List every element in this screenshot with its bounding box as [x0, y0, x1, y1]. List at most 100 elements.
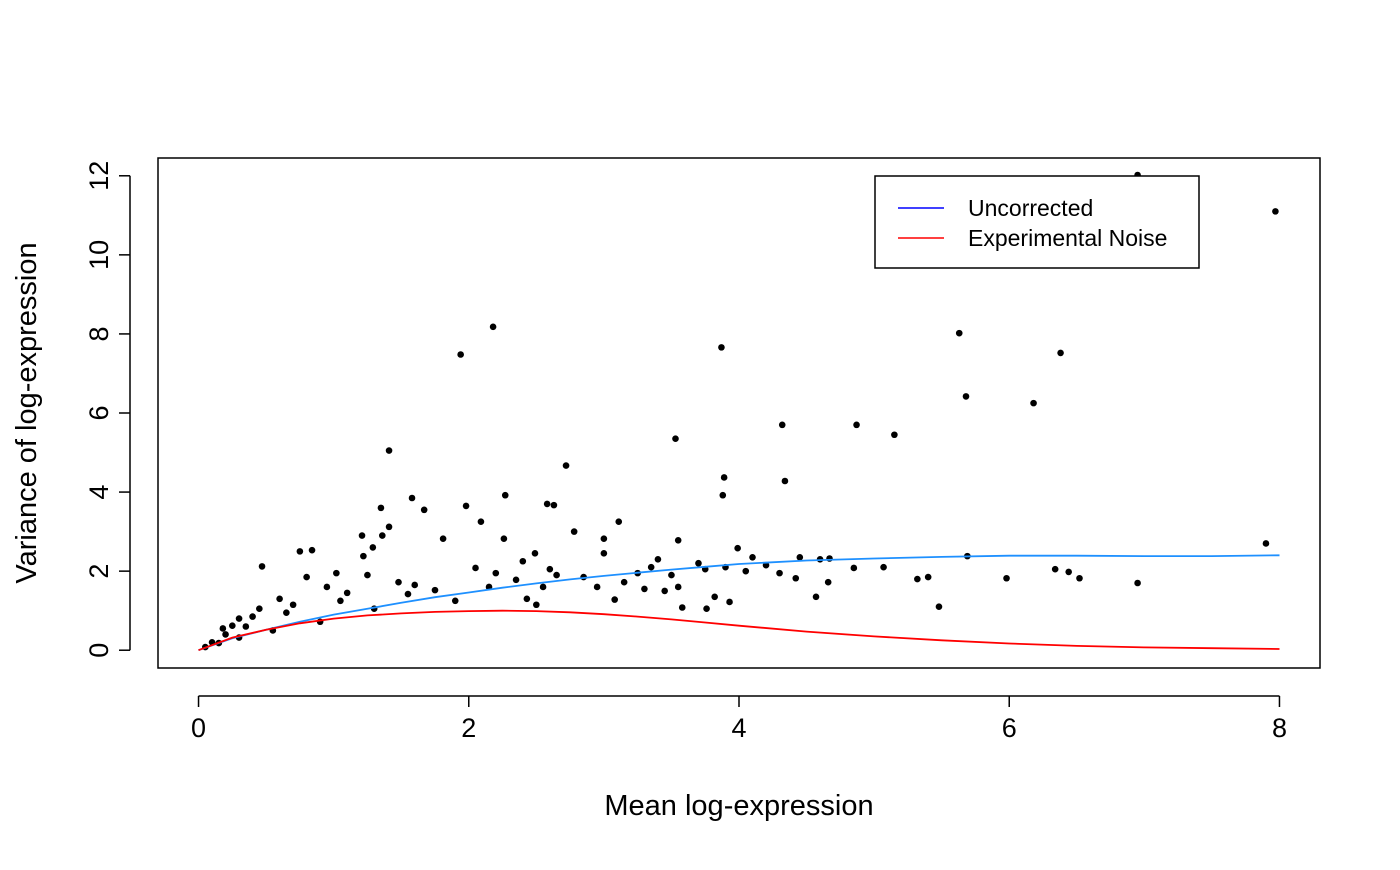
data-point — [962, 393, 970, 400]
data-point — [641, 585, 648, 593]
data-point — [1003, 574, 1010, 582]
data-point — [776, 569, 783, 577]
data-point — [385, 447, 393, 454]
data-point — [283, 609, 290, 616]
data-point — [600, 550, 608, 557]
data-point — [242, 623, 250, 630]
data-point — [749, 554, 756, 561]
data-point — [385, 523, 393, 531]
data-point — [512, 576, 520, 584]
data-point — [562, 462, 570, 469]
data-point — [792, 574, 800, 582]
x-tick-label: 0 — [191, 713, 206, 743]
x-axis-label: Mean log-expression — [604, 790, 873, 822]
data-point — [500, 535, 508, 543]
x-tick-label: 6 — [1002, 713, 1017, 743]
data-point — [358, 532, 366, 539]
data-point — [955, 329, 963, 337]
data-point — [553, 571, 560, 579]
y-tick-label: 0 — [84, 643, 114, 658]
data-point — [654, 555, 662, 563]
data-point — [853, 421, 860, 429]
data-point — [914, 575, 921, 583]
data-point — [781, 477, 789, 485]
data-point — [891, 431, 898, 439]
x-tick-label: 2 — [461, 713, 476, 743]
data-point — [600, 535, 608, 543]
data-point — [489, 323, 497, 331]
data-point — [826, 555, 833, 562]
y-axis: 0 2 4 6 8 10 12 — [84, 161, 131, 658]
y-tick-label: 10 — [84, 240, 114, 270]
data-point — [543, 500, 551, 508]
data-point — [411, 581, 419, 589]
data-point — [451, 597, 459, 605]
data-point — [219, 625, 227, 632]
data-point — [364, 571, 371, 579]
data-point — [674, 583, 682, 591]
data-point — [258, 563, 266, 570]
data-point — [378, 532, 386, 539]
x-axis: 0 2 4 6 8 — [191, 695, 1287, 743]
data-point — [296, 548, 304, 555]
data-point — [647, 563, 655, 571]
data-point — [935, 603, 943, 611]
data-point — [672, 435, 679, 442]
y-tick-label: 2 — [84, 564, 114, 579]
data-point — [539, 583, 547, 591]
plot-frame — [157, 157, 1321, 669]
data-point — [249, 613, 256, 620]
data-point — [377, 504, 385, 512]
data-point — [308, 546, 316, 554]
data-point — [462, 502, 470, 510]
x-tick-label: 4 — [731, 713, 746, 743]
data-point — [492, 569, 500, 577]
data-point — [1076, 574, 1083, 582]
y-tick-label: 8 — [84, 326, 114, 341]
data-point — [719, 491, 727, 499]
data-point — [439, 535, 447, 543]
data-point — [570, 528, 578, 535]
data-point — [593, 583, 601, 591]
data-point — [457, 351, 464, 358]
data-point — [1030, 399, 1037, 407]
data-point — [742, 567, 750, 575]
data-point — [333, 569, 340, 577]
data-point — [880, 563, 887, 571]
data-point — [611, 596, 618, 603]
data-point — [1057, 349, 1064, 357]
data-point — [303, 573, 310, 581]
legend-label-experimental-noise: Experimental Noise — [968, 225, 1167, 251]
y-axis-label: Variance of log-expression — [11, 242, 43, 583]
data-point — [850, 564, 858, 572]
data-point — [523, 595, 531, 603]
legend: Uncorrected Experimental Noise — [874, 175, 1200, 269]
data-point — [661, 587, 668, 595]
data-point — [718, 344, 725, 351]
data-point — [222, 631, 229, 638]
y-tick-label: 4 — [84, 485, 114, 500]
data-point — [1272, 208, 1279, 215]
data-point — [615, 518, 623, 526]
data-point — [289, 601, 297, 609]
data-point — [1262, 540, 1270, 547]
data-point — [1134, 579, 1141, 587]
data-point — [796, 554, 804, 561]
data-point — [323, 583, 331, 591]
uncorrected-trend-line — [198, 554, 1280, 652]
data-point — [360, 552, 367, 560]
data-point — [711, 593, 718, 601]
data-point — [472, 564, 479, 572]
data-point — [501, 491, 509, 499]
data-point — [668, 571, 675, 579]
data-point — [408, 494, 416, 502]
legend-box — [874, 175, 1200, 269]
y-tick-label: 6 — [84, 405, 114, 420]
data-point — [734, 544, 741, 552]
data-point — [531, 550, 539, 557]
x-tick-label: 8 — [1272, 713, 1287, 743]
data-point — [276, 595, 283, 603]
data-point — [726, 598, 733, 606]
data-point — [404, 590, 412, 598]
